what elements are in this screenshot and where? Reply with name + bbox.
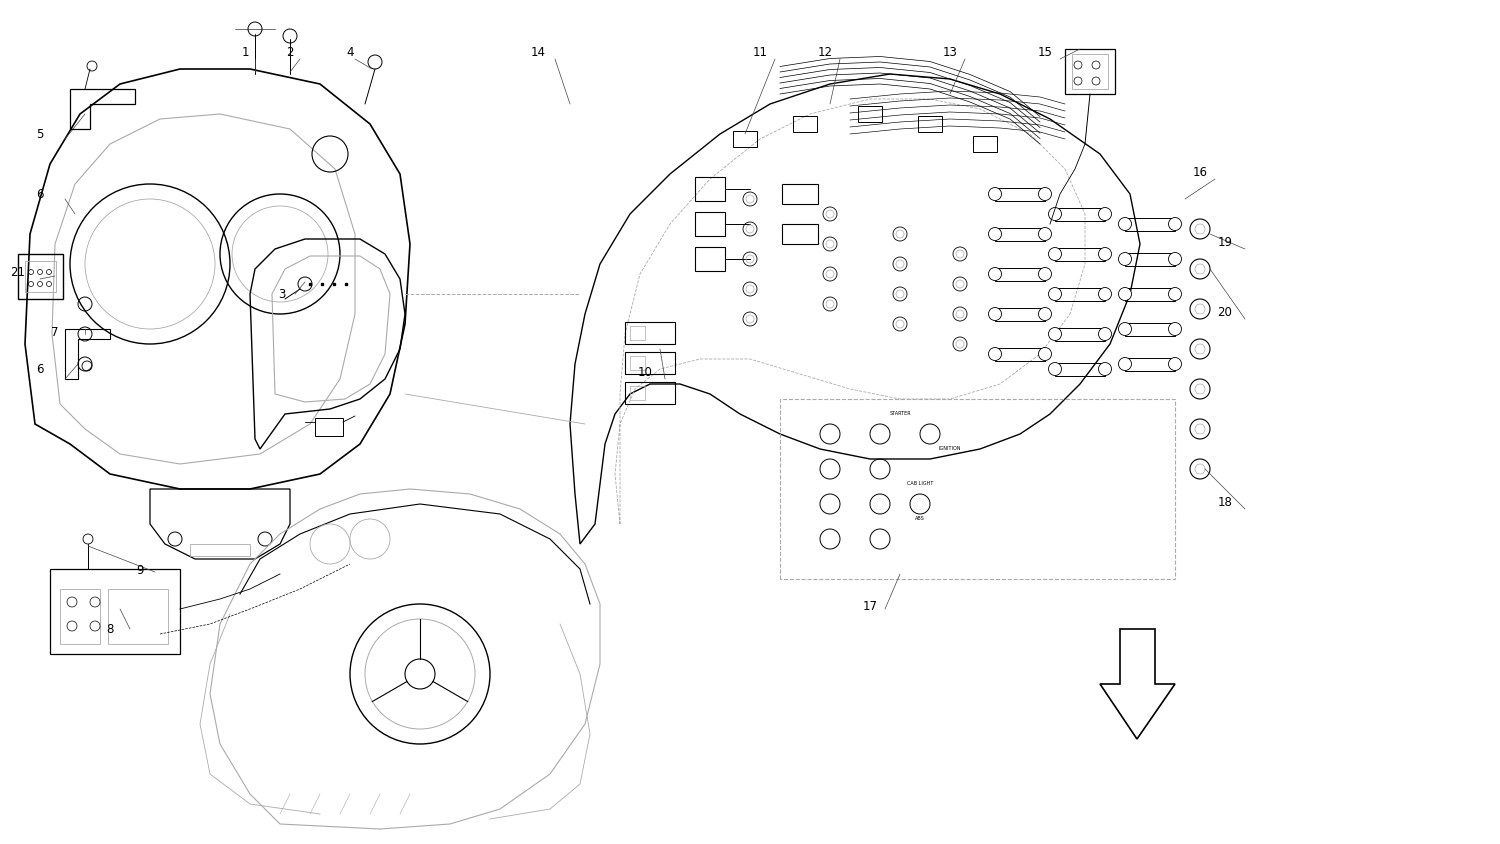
Text: 5: 5 (36, 128, 44, 141)
Circle shape (1098, 248, 1112, 261)
Text: 17: 17 (862, 600, 877, 613)
Circle shape (1119, 323, 1131, 336)
Circle shape (988, 308, 1002, 321)
Bar (994, 268, 1045, 281)
Text: 19: 19 (1218, 236, 1233, 249)
Circle shape (1038, 228, 1052, 241)
Bar (994, 348, 1045, 361)
Bar (1054, 208, 1106, 221)
Text: 10: 10 (638, 366, 652, 379)
Bar (1125, 323, 1174, 336)
Bar (918, 116, 942, 133)
Bar (1125, 288, 1174, 301)
Bar (630, 356, 645, 371)
Circle shape (988, 268, 1002, 281)
Circle shape (1048, 328, 1062, 341)
Text: 12: 12 (818, 46, 833, 59)
Text: CAB LIGHT: CAB LIGHT (908, 480, 933, 485)
Circle shape (1048, 288, 1062, 301)
Text: 6: 6 (36, 363, 44, 376)
Text: 11: 11 (753, 46, 768, 59)
Circle shape (988, 348, 1002, 361)
Bar (108, 589, 168, 644)
Text: 13: 13 (942, 46, 957, 59)
Bar (694, 247, 724, 272)
Text: 1: 1 (242, 46, 249, 59)
Text: 16: 16 (1192, 166, 1208, 179)
Polygon shape (1100, 630, 1174, 739)
Circle shape (1038, 348, 1052, 361)
Circle shape (1168, 253, 1182, 266)
Bar (994, 228, 1045, 241)
Bar (694, 213, 724, 236)
Bar (1065, 50, 1114, 95)
Bar (782, 225, 818, 245)
Circle shape (1048, 208, 1062, 221)
Bar (630, 327, 645, 341)
Text: 7: 7 (51, 326, 58, 339)
Bar (18, 255, 63, 300)
Text: 14: 14 (531, 46, 546, 59)
Text: IGNITION: IGNITION (939, 446, 962, 451)
Text: 8: 8 (106, 623, 114, 636)
Circle shape (1098, 288, 1112, 301)
Bar (1125, 219, 1174, 231)
Text: 4: 4 (346, 46, 354, 59)
Bar (60, 589, 100, 644)
Circle shape (1119, 358, 1131, 371)
Circle shape (1048, 363, 1062, 376)
Bar (794, 116, 818, 133)
Text: ABS: ABS (915, 516, 926, 521)
Bar (994, 308, 1045, 321)
Circle shape (1038, 188, 1052, 201)
Bar (315, 419, 344, 436)
Text: 6: 6 (36, 188, 44, 201)
Bar (626, 382, 675, 404)
Circle shape (1168, 323, 1182, 336)
Text: 21: 21 (10, 266, 26, 279)
Circle shape (1098, 208, 1112, 221)
Bar (50, 570, 180, 654)
Bar (1054, 288, 1106, 301)
Circle shape (1119, 219, 1131, 231)
Circle shape (1168, 219, 1182, 231)
Text: 2: 2 (286, 46, 294, 59)
Bar (858, 107, 882, 123)
Text: 9: 9 (136, 563, 144, 576)
Bar (26, 262, 56, 293)
Circle shape (1038, 268, 1052, 281)
Circle shape (988, 188, 1002, 201)
Bar (626, 353, 675, 375)
Bar (626, 322, 675, 344)
Bar (1054, 363, 1106, 376)
Bar (694, 178, 724, 202)
Bar (630, 387, 645, 401)
Bar (1072, 55, 1108, 90)
Circle shape (1168, 358, 1182, 371)
Circle shape (1119, 288, 1131, 301)
Circle shape (1168, 288, 1182, 301)
Bar (734, 132, 758, 148)
Text: 20: 20 (1218, 306, 1233, 319)
Text: STARTER: STARTER (890, 410, 910, 415)
Bar (974, 137, 998, 153)
Text: 18: 18 (1218, 496, 1233, 509)
Bar (1125, 358, 1174, 371)
Bar (1054, 248, 1106, 261)
Bar (1125, 253, 1174, 266)
Circle shape (1048, 248, 1062, 261)
Circle shape (1098, 363, 1112, 376)
Bar (782, 185, 818, 205)
Circle shape (1119, 253, 1131, 266)
Bar (1054, 328, 1106, 341)
Bar (994, 188, 1045, 201)
Circle shape (1038, 308, 1052, 321)
Bar (190, 544, 250, 556)
Text: 15: 15 (1038, 46, 1053, 59)
Text: 3: 3 (279, 288, 285, 301)
Circle shape (988, 228, 1002, 241)
Circle shape (1098, 328, 1112, 341)
